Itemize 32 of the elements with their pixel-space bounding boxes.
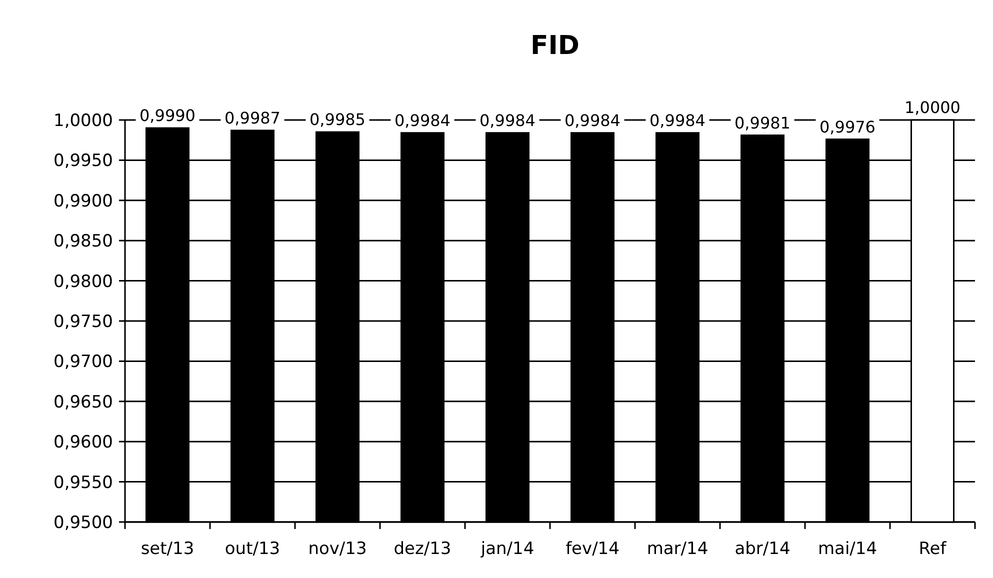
x-tick-label: out/13	[224, 539, 280, 559]
chart-title: FID	[530, 31, 580, 61]
data-label: 0,9984	[394, 110, 450, 130]
y-tick-label: 0,9600	[54, 432, 113, 453]
y-tick-label: 0,9800	[54, 272, 113, 292]
y-tick-label: 0,9750	[54, 312, 113, 332]
y-tick-label: 0,9900	[54, 191, 113, 212]
y-tick-label: 0,9850	[54, 232, 113, 252]
y-tick-label: 0,9550	[54, 472, 113, 493]
data-label: 0,9984	[480, 110, 536, 130]
x-tick-label: set/13	[140, 539, 194, 559]
data-label: 0,9985	[310, 110, 366, 130]
y-tick-label: 0,9500	[54, 512, 113, 533]
data-label: 1,0000	[904, 98, 960, 117]
x-tick-label: Ref	[918, 539, 948, 559]
x-tick-label: jan/14	[480, 539, 534, 559]
x-tick-label: mar/14	[646, 539, 708, 559]
data-label: 0,9990	[140, 106, 196, 126]
y-tick-label: 0,9950	[54, 151, 113, 172]
data-label: 0,9976	[820, 117, 876, 136]
x-tick-label: fev/14	[566, 539, 620, 559]
x-tick-label: abr/14	[734, 539, 790, 559]
y-tick-label: 1,0000	[54, 110, 113, 131]
x-tick-label: dez/13	[394, 539, 452, 559]
x-tick-label: mai/14	[818, 539, 878, 559]
data-label: 0,9984	[650, 110, 706, 130]
x-tick-label: nov/13	[308, 539, 367, 559]
data-label: 0,9987	[224, 108, 280, 128]
data-label: 0,9981	[734, 113, 790, 132]
y-tick-label: 0,9700	[54, 352, 113, 372]
data-label: 0,9984	[564, 110, 620, 130]
y-tick-label: 0,9650	[54, 392, 113, 412]
